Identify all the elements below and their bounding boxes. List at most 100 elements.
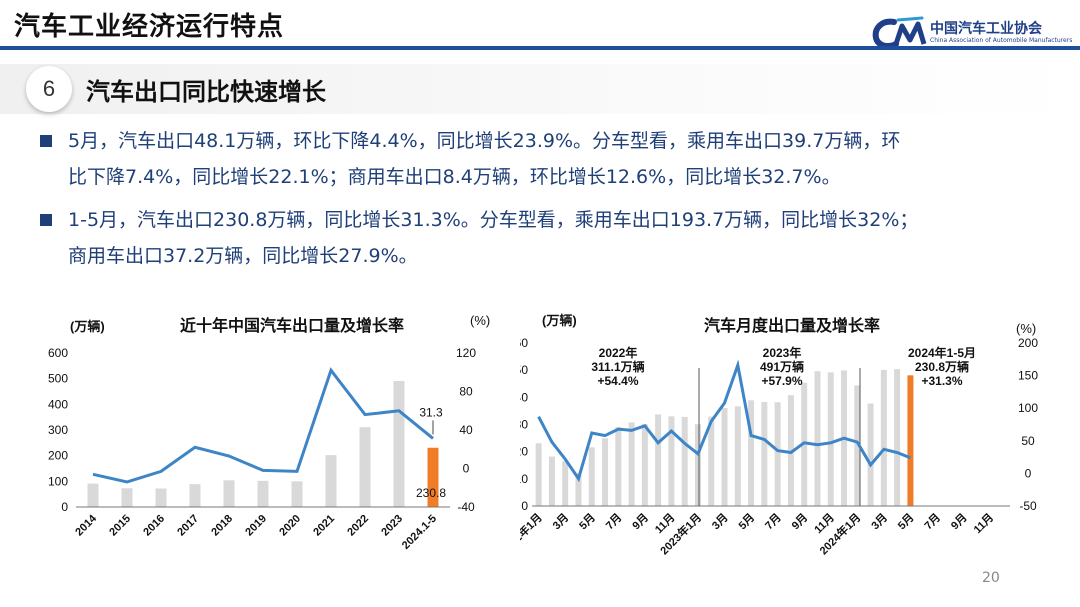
caam-logo: 中国汽车工业协会 China Association of Automobile… — [872, 16, 1072, 50]
annotation-total: 311.1万辆 — [591, 359, 644, 374]
chart1-x-label: 2017 — [175, 513, 201, 539]
chart2-bar-2月 — [867, 403, 874, 506]
chart2-bar-2月 — [548, 456, 555, 506]
bullet-2-line-2: 商用车出口37.2万辆，同比增长27.9%。 — [68, 245, 418, 267]
bullet-marker — [40, 214, 52, 226]
chart1-bar-2014 — [87, 483, 99, 507]
chart2-bar-5月 — [907, 375, 914, 506]
chart2-bar-10月 — [655, 414, 662, 506]
chart2-bar-5月 — [588, 447, 595, 506]
chart2-bar-4月 — [575, 472, 582, 506]
chart2-bar-2024年1月 — [854, 385, 861, 506]
chart2-bar-3月 — [721, 407, 728, 506]
chart1-bar-2021 — [325, 455, 337, 507]
chart1-left-unit: (万辆) — [70, 319, 105, 334]
chart2-annotation-2023: 2023年 491万辆 +57.9% — [760, 345, 804, 388]
chart2-bar-3月 — [880, 369, 887, 506]
chart2-x-label: 5月 — [577, 511, 598, 532]
chart1-x-label: 2021 — [311, 513, 337, 539]
chart1-bar-2018 — [223, 480, 235, 507]
chart1-left-tick: 400 — [48, 397, 68, 411]
chart2-x-label: 7月 — [922, 511, 943, 532]
chart2-bar-9月 — [641, 424, 648, 506]
chart2-bar-7月 — [615, 427, 622, 506]
chart2-bar-4月 — [734, 406, 741, 506]
chart2-x-label: 5月 — [736, 511, 757, 532]
chart1-title: 近十年中国汽车出口量及增长率 — [180, 316, 404, 335]
caam-logo-icon — [872, 16, 927, 49]
chart1-bar-2022 — [359, 427, 371, 507]
chart1-last-bar-label: 230.8 — [416, 486, 446, 500]
chart1-x-label: 2016 — [141, 513, 167, 539]
annotation-total: 230.8万辆 — [915, 359, 969, 374]
chart2-bar-10月 — [814, 371, 821, 506]
chart2-left-tick: 20 — [520, 445, 528, 459]
chart1-left-tick: 600 — [48, 346, 68, 360]
chart2-x-label: 3月 — [709, 511, 730, 532]
chart2-x-label: 7月 — [603, 511, 624, 532]
annotation-year: 2024年1-5月 — [908, 345, 976, 360]
chart2-right-tick: 100 — [1018, 401, 1038, 415]
chart2-x-label: 7月 — [762, 511, 783, 532]
chart2-x-label: 9月 — [948, 511, 969, 532]
chart2-bar-6月 — [761, 401, 768, 506]
chart2-bar-11月 — [827, 372, 834, 506]
chart1-x-label: 2023 — [379, 513, 405, 539]
annotation-growth: +57.9% — [761, 374, 802, 388]
annotation-year: 2022年 — [599, 345, 638, 360]
annotation-growth: +54.4% — [597, 374, 638, 388]
chart1-left-tick: 0 — [61, 500, 68, 514]
chart1-x-label: 2014 — [73, 512, 99, 538]
chart2-bar-2022年1月 — [535, 443, 542, 506]
chart1-left-tick: 200 — [48, 449, 68, 463]
chart1-bar-2015 — [121, 488, 133, 507]
chart2-bar-8月 — [628, 422, 635, 506]
chart2-x-label: 9月 — [789, 511, 810, 532]
chart1-bar-2024.1-5 — [427, 447, 439, 507]
chart2-left-tick: 50 — [520, 363, 528, 377]
chart2-bar-11月 — [668, 416, 675, 506]
chart1-x-label: 2019 — [243, 513, 269, 539]
bullet-marker — [40, 135, 52, 147]
logo-text-cn: 中国汽车工业协会 — [930, 21, 1042, 37]
chart2-x-label: 5月 — [895, 511, 916, 532]
monthly-export-chart: (万辆) 汽车月度出口量及增长率 (%) 0 10 20 30 40 50 60 -50 0 50… — [520, 313, 1038, 557]
chart1-growth-line — [92, 367, 434, 484]
section-band — [0, 64, 1080, 114]
chart1-right-unit: (%) — [470, 313, 490, 328]
chart1-right-tick: 40 — [459, 423, 473, 437]
chart2-annotation-2022: 2022年 311.1万辆 +54.4% — [591, 345, 644, 388]
chart2-right-tick: 150 — [1018, 369, 1038, 383]
chart2-right-tick: -50 — [1019, 499, 1037, 513]
chart1-bar-2017 — [189, 484, 201, 507]
chart2-bar-5月 — [748, 400, 755, 506]
chart1-left-tick: 300 — [48, 423, 68, 437]
chart2-bar-12月 — [681, 416, 688, 506]
chart2-right-tick: 0 — [1025, 466, 1032, 480]
chart2-right-unit: (%) — [1016, 321, 1036, 336]
header-divider — [0, 46, 1080, 50]
chart1-bar-2019 — [257, 480, 269, 507]
chart1-x-label: 2018 — [209, 513, 235, 539]
chart1-right-tick: 80 — [459, 385, 473, 399]
annotation-total: 491万辆 — [760, 359, 804, 374]
chart2-x-label: 11月 — [971, 511, 996, 536]
chart2-bar-6月 — [602, 438, 609, 506]
chart2-x-label: 3月 — [550, 511, 571, 532]
chart2-x-label: 2022年1月 — [520, 510, 545, 557]
chart1-x-label: 2022 — [345, 513, 371, 539]
chart2-left-tick: 60 — [520, 336, 528, 350]
chart1-x-label: 2024.1-5 — [400, 513, 439, 552]
chart1-x-label: 2015 — [107, 513, 133, 539]
chart1-left-tick: 100 — [48, 474, 68, 488]
chart2-x-label: 3月 — [869, 511, 890, 532]
chart2-left-tick: 40 — [520, 390, 528, 404]
chart2-bar-4月 — [894, 369, 901, 506]
chart2-left-unit: (万辆) — [542, 313, 577, 328]
chart2-left-tick: 10 — [520, 472, 528, 486]
chart2-bar-8月 — [787, 395, 794, 506]
chart2-bar-2月 — [708, 416, 715, 506]
chart1-right-tick: 0 — [463, 462, 470, 476]
chart2-left-tick: 0 — [521, 499, 528, 513]
chart2-bar-3月 — [562, 461, 569, 506]
